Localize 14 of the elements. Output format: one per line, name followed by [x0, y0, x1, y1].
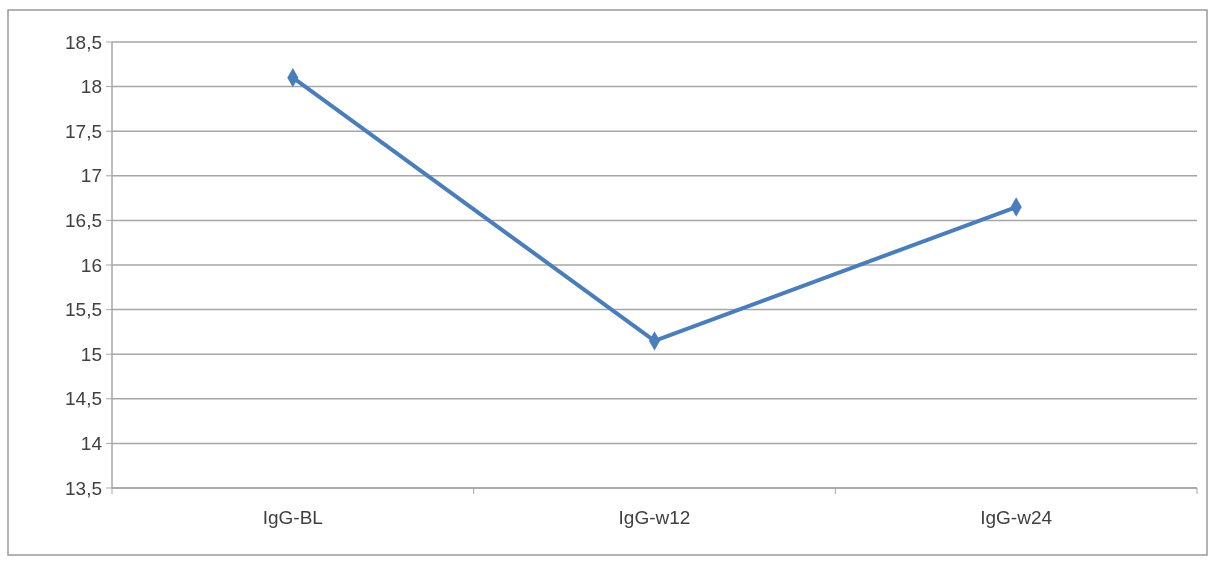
y-tick-label: 18,5 [65, 31, 102, 53]
y-tick-label: 16,5 [65, 210, 102, 232]
y-tick-label: 15 [80, 343, 102, 365]
x-tick-label: IgG-w12 [618, 507, 691, 528]
y-tick-label: 16 [80, 254, 102, 276]
y-tick-label: 15,5 [65, 299, 102, 321]
x-tick-label: IgG-w24 [980, 507, 1053, 528]
y-tick-label: 14,5 [65, 388, 102, 410]
y-tick-label: 18 [80, 76, 102, 98]
y-tick-label: 17 [80, 165, 102, 187]
x-tick-label: IgG-BL [262, 507, 323, 528]
y-tick-label: 13,5 [65, 477, 102, 499]
y-tick-label: 17,5 [65, 120, 102, 142]
y-tick-label: 14 [80, 433, 103, 455]
